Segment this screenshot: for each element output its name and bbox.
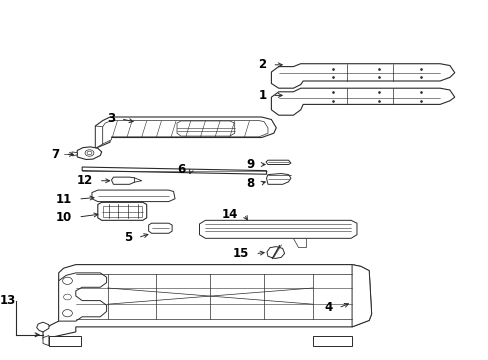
Polygon shape [95,126,102,148]
Polygon shape [102,121,267,144]
Text: 5: 5 [123,231,132,244]
Text: 15: 15 [233,247,249,260]
Polygon shape [82,167,266,174]
Polygon shape [148,223,172,233]
Polygon shape [134,178,142,182]
Text: 11: 11 [56,193,72,206]
Polygon shape [95,117,276,148]
Polygon shape [98,202,146,220]
Text: 6: 6 [177,163,185,176]
Polygon shape [37,322,49,332]
Polygon shape [72,152,77,156]
Polygon shape [111,177,136,184]
Text: 8: 8 [245,177,254,190]
Polygon shape [265,160,290,165]
Polygon shape [271,64,454,88]
Polygon shape [293,238,305,247]
Polygon shape [92,190,175,202]
Polygon shape [59,273,106,321]
Polygon shape [102,206,142,217]
Circle shape [87,151,92,155]
Polygon shape [77,147,102,159]
Polygon shape [177,121,234,136]
Polygon shape [312,336,351,346]
Text: 9: 9 [245,158,254,171]
Polygon shape [43,265,371,339]
Polygon shape [266,247,284,258]
Text: 13: 13 [0,294,16,307]
Polygon shape [351,265,371,327]
Text: 2: 2 [258,58,266,71]
Circle shape [62,277,72,284]
Text: 1: 1 [258,89,266,102]
Circle shape [62,310,72,317]
Polygon shape [49,336,81,346]
Text: 7: 7 [51,148,60,161]
Polygon shape [271,88,454,115]
Polygon shape [266,174,290,184]
Text: 12: 12 [77,174,93,187]
Text: 3: 3 [106,112,115,125]
Text: 10: 10 [56,211,72,224]
Polygon shape [199,220,356,238]
Polygon shape [43,336,49,346]
Circle shape [85,150,94,156]
Text: 14: 14 [222,208,238,221]
Circle shape [63,294,71,300]
Text: 4: 4 [324,301,332,314]
